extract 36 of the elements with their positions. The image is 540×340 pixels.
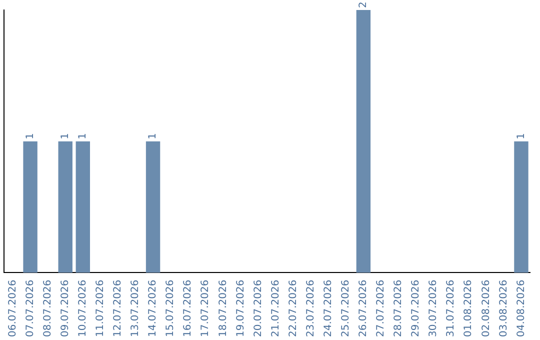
x-tick-label: 20.07.2026 bbox=[252, 280, 264, 338]
data-label: 1 bbox=[516, 132, 527, 140]
x-tick-label: 29.07.2026 bbox=[410, 280, 422, 338]
x-tick-label: 03.08.2026 bbox=[498, 280, 510, 338]
x-tick-label: 13.07.2026 bbox=[130, 280, 142, 338]
x-tick-label: 11.07.2026 bbox=[95, 280, 106, 338]
x-tick-label: 28.07.2026 bbox=[393, 280, 404, 338]
x-tick-label: 22.07.2026 bbox=[288, 280, 299, 338]
x-tick-label: 26.07.2026 bbox=[358, 280, 370, 338]
x-tick-label: 09.07.2026 bbox=[60, 280, 71, 338]
data-label: 2 bbox=[358, 2, 370, 8]
x-tick-label: 30.07.2026 bbox=[428, 280, 440, 338]
x-tick-label: 31.07.2026 bbox=[446, 280, 457, 338]
x-tick-label: 14.07.2026 bbox=[148, 280, 159, 338]
x-tick-label: 24.07.2026 bbox=[322, 280, 334, 338]
data-label: 1 bbox=[148, 132, 159, 140]
x-tick-label: 27.07.2026 bbox=[376, 280, 387, 338]
x-tick-label: 06.07.2026 bbox=[7, 280, 18, 338]
x-tick-label: 15.07.2026 bbox=[165, 280, 176, 338]
x-tick-label: 01.08.2026 bbox=[463, 280, 474, 338]
x-tick-label: 07.07.2026 bbox=[24, 280, 36, 338]
x-tick-label: 17.07.2026 bbox=[200, 280, 212, 338]
x-tick-label: 12.07.2026 bbox=[112, 280, 124, 338]
data-label: 1 bbox=[77, 132, 88, 140]
x-tick-label: 25.07.2026 bbox=[340, 280, 352, 338]
x-tick-label: 08.07.2026 bbox=[42, 280, 54, 338]
x-tick-label: 16.07.2026 bbox=[182, 280, 194, 338]
x-tick-label: 19.07.2026 bbox=[235, 280, 246, 338]
x-tick-label: 18.07.2026 bbox=[218, 280, 229, 338]
data-label: 1 bbox=[24, 132, 36, 140]
x-tick-label: 23.07.2026 bbox=[305, 280, 316, 338]
data-label: 1 bbox=[60, 132, 71, 140]
x-tick-label: 02.08.2026 bbox=[480, 280, 492, 338]
x-tick-label: 10.07.2026 bbox=[77, 280, 88, 338]
x-tick-label: 04.08.2026 bbox=[516, 280, 527, 338]
x-tick-label: 21.07.2026 bbox=[270, 280, 282, 338]
